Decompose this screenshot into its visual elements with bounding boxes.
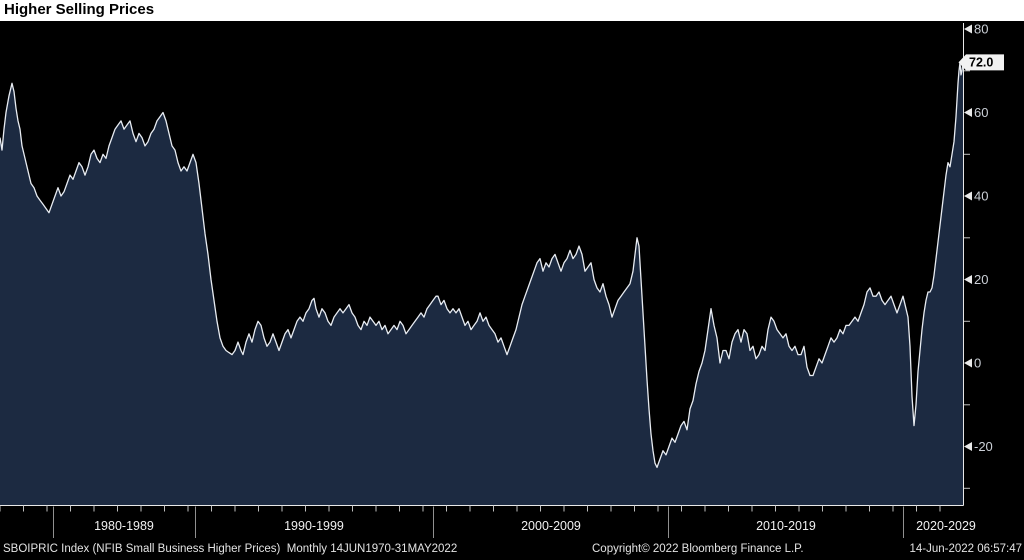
x-axis-band-label: 2000-2009 xyxy=(521,519,581,533)
y-axis-label: 0 xyxy=(974,356,981,371)
y-tick-arrow xyxy=(964,191,972,201)
area-fill xyxy=(0,62,963,506)
status-bar: SBOIPRIC Index (NFIB Small Business High… xyxy=(0,540,1024,560)
last-value-text: 72.0 xyxy=(969,56,993,70)
x-axis-band-label: 1980-1989 xyxy=(94,519,154,533)
y-tick-arrow xyxy=(964,275,972,284)
y-axis-label: 20 xyxy=(974,272,988,287)
y-axis-label: 80 xyxy=(974,22,988,37)
x-axis-band-label: 1990-1999 xyxy=(284,519,344,533)
last-value-badge xyxy=(958,54,1004,71)
y-axis-label: 40 xyxy=(974,189,988,204)
y-tick-arrow xyxy=(964,24,972,34)
copyright-notice: Copyright© 2022 Bloomberg Finance L.P. xyxy=(592,543,804,555)
title-bar: Higher Selling Prices xyxy=(0,0,1024,21)
y-axis-label: 60 xyxy=(974,105,988,120)
y-tick-arrow xyxy=(964,358,972,368)
x-axis-band-label: 2020-2029 xyxy=(916,519,976,533)
price-chart[interactable]: 1980-1989 1990-1999 2000-2009 2010-2019 2020… xyxy=(0,21,1024,540)
ticker-description: SBOIPRIC Index (NFIB Small Business High… xyxy=(3,543,458,555)
y-axis-label: -20 xyxy=(974,439,993,454)
page-title: Higher Selling Prices xyxy=(4,1,155,18)
price-line xyxy=(0,61,964,469)
y-tick-arrow xyxy=(964,442,972,451)
x-axis-band-label: 2010-2019 xyxy=(756,519,816,533)
timestamp: 14-Jun-2022 06:57:47 xyxy=(909,543,1022,555)
y-tick-arrow xyxy=(964,108,972,117)
